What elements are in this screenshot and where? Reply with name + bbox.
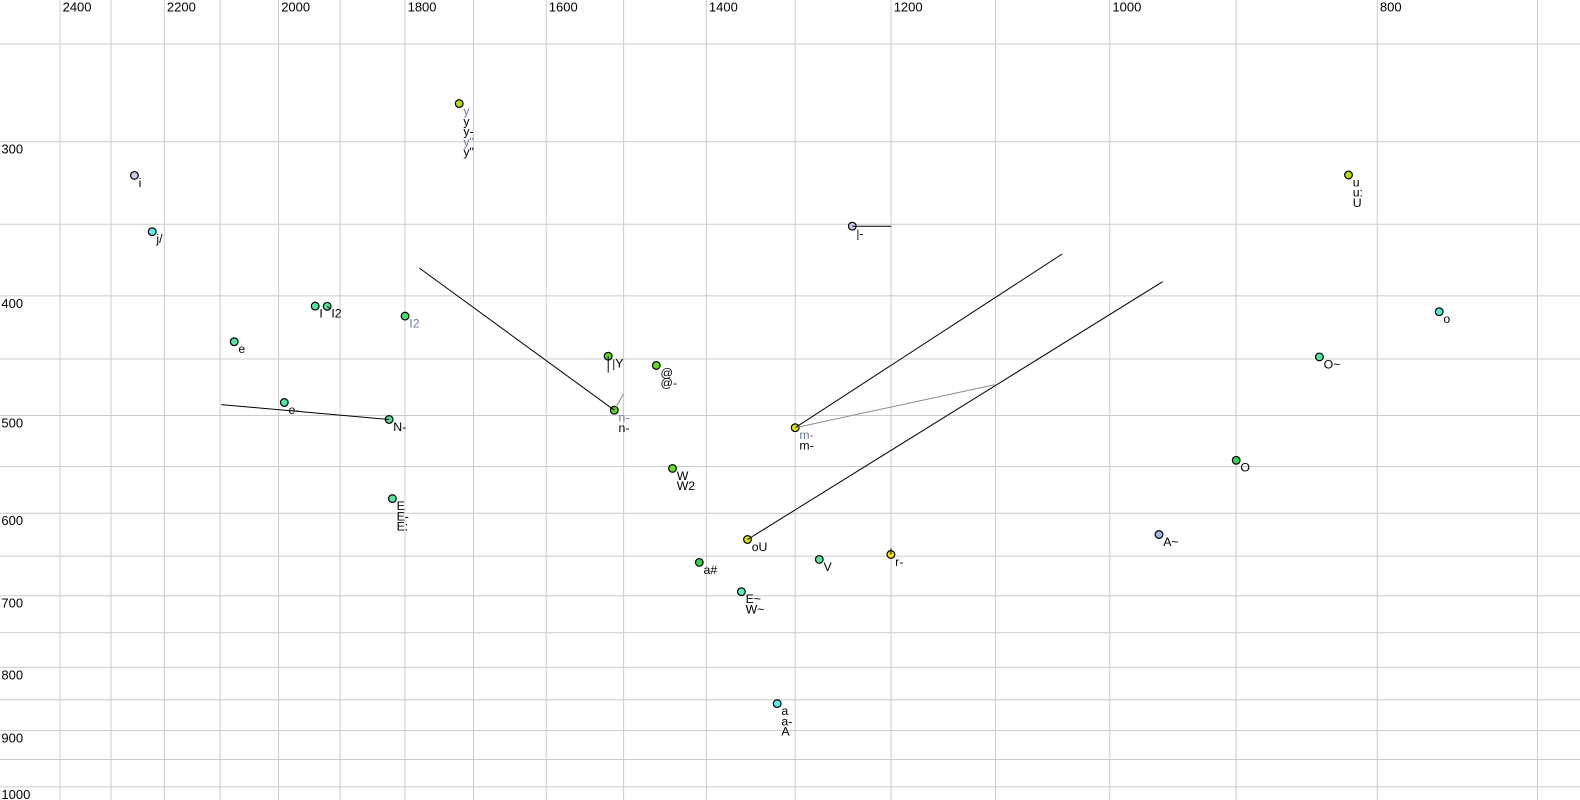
svg-text:1000: 1000 xyxy=(1,787,30,800)
svg-text:700: 700 xyxy=(1,596,23,611)
svg-text:m-: m- xyxy=(799,428,813,442)
svg-text:|-: |- xyxy=(857,227,864,241)
svg-text:a#: a# xyxy=(704,563,718,577)
svg-text:500: 500 xyxy=(1,415,23,430)
svg-text:800: 800 xyxy=(1380,0,1402,14)
svg-text:u: u xyxy=(1353,175,1360,189)
svg-text:1200: 1200 xyxy=(894,0,923,14)
svg-text:I2: I2 xyxy=(409,317,419,331)
svg-text:j/: j/ xyxy=(155,232,163,246)
svg-text:1000: 1000 xyxy=(1112,0,1141,14)
svg-text:A~: A~ xyxy=(1163,535,1178,549)
svg-text:n-: n- xyxy=(619,421,630,435)
svg-text:y-: y- xyxy=(463,125,473,139)
svg-text:V: V xyxy=(824,560,833,574)
svg-text:oU: oU xyxy=(752,540,768,554)
svg-text:|Y: |Y xyxy=(612,357,623,371)
svg-text:400: 400 xyxy=(1,296,23,311)
svg-text:y: y xyxy=(463,114,470,128)
svg-text:a: a xyxy=(781,704,788,718)
svg-text:A: A xyxy=(781,725,790,739)
svg-text:I2: I2 xyxy=(331,307,341,321)
svg-text:i: i xyxy=(139,176,142,190)
svg-text:u:: u: xyxy=(1353,186,1363,200)
svg-text:I: I xyxy=(319,307,322,321)
svg-text:W~: W~ xyxy=(746,602,765,616)
svg-text:m-: m- xyxy=(799,438,813,452)
svg-text:300: 300 xyxy=(1,142,23,157)
svg-text:E:: E: xyxy=(397,520,409,534)
svg-text:2400: 2400 xyxy=(63,0,92,14)
svg-text:E~: E~ xyxy=(746,592,761,606)
svg-text:O: O xyxy=(1240,461,1250,475)
svg-text:900: 900 xyxy=(1,730,23,745)
svg-text:E: E xyxy=(397,499,405,513)
svg-text:y": y" xyxy=(463,135,474,149)
svg-text:1800: 1800 xyxy=(408,0,437,14)
svg-text:W2: W2 xyxy=(677,479,696,493)
svg-text:W: W xyxy=(677,469,689,483)
svg-text:U: U xyxy=(1353,196,1362,210)
svg-text:600: 600 xyxy=(1,513,23,528)
svg-text:2200: 2200 xyxy=(167,0,196,14)
svg-text:@: @ xyxy=(661,366,673,380)
svg-text:e-: e- xyxy=(289,403,300,417)
svg-text:y": y" xyxy=(463,145,474,159)
svg-text:O~: O~ xyxy=(1324,357,1341,371)
svg-text:N-: N- xyxy=(393,420,406,434)
svg-text:2000: 2000 xyxy=(281,0,310,14)
svg-text:E-: E- xyxy=(397,509,409,523)
svg-text:1600: 1600 xyxy=(549,0,578,14)
svg-text:a-: a- xyxy=(781,714,792,728)
svg-text:e: e xyxy=(238,342,245,356)
svg-text:o: o xyxy=(1443,312,1450,326)
svg-text:y: y xyxy=(463,104,470,118)
svg-text:@-: @- xyxy=(661,376,678,390)
svg-text:1400: 1400 xyxy=(709,0,738,14)
svg-text:n-: n- xyxy=(619,411,630,425)
svg-text:r-: r- xyxy=(895,555,903,569)
svg-text:800: 800 xyxy=(1,667,23,682)
